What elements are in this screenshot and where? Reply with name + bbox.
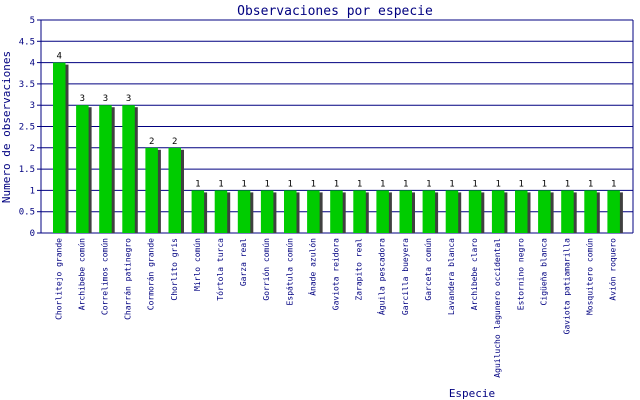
y-tick-label: 2 <box>30 144 35 154</box>
x-tick-label: Espátula común <box>285 238 294 306</box>
data-label: 1 <box>264 179 269 189</box>
y-axis-title: Numero de observaciones <box>0 51 13 203</box>
data-label: 1 <box>588 179 593 189</box>
bar <box>399 190 412 233</box>
y-tick-label: 1 <box>30 186 35 196</box>
data-label: 1 <box>403 179 408 189</box>
bar <box>491 190 505 233</box>
bar <box>607 190 620 233</box>
data-label: 1 <box>565 179 570 189</box>
x-tick-label: Cormorán grande <box>147 238 156 310</box>
x-tick-label: Gaviota patiamarilla <box>562 238 571 335</box>
data-label: 3 <box>103 94 108 104</box>
x-tick-label: Archibebe claro <box>470 238 479 310</box>
bar <box>260 190 274 233</box>
bar <box>191 190 205 233</box>
data-labels: 4 3 3 3 2 2 1 1 1 1 1 1 1 1 1 1 1 1 1 1 1 1 1 1 1 <box>57 52 617 190</box>
bars <box>53 62 623 233</box>
x-tick-label: Tórtola turca <box>215 238 225 301</box>
bar <box>538 190 551 233</box>
data-label: 1 <box>519 179 524 189</box>
bar <box>422 190 436 233</box>
bar <box>53 62 66 233</box>
bar <box>515 190 528 233</box>
bar <box>122 105 135 233</box>
x-tick-label: Águila pescadora <box>376 238 387 315</box>
data-label: 1 <box>449 179 454 189</box>
x-tick-label: Gaviota reidora <box>331 238 340 310</box>
y-tick-label: 4 <box>30 59 35 69</box>
bar <box>468 190 482 233</box>
data-label: 1 <box>495 179 500 189</box>
data-label: 1 <box>426 179 431 189</box>
data-label: 1 <box>542 179 547 189</box>
data-label: 1 <box>380 179 385 189</box>
data-label: 1 <box>611 179 616 189</box>
y-tick-label: 1.5 <box>19 165 35 175</box>
y-tick-label: 5 <box>30 16 35 26</box>
bar <box>284 190 297 233</box>
bar <box>214 190 228 233</box>
x-tick-label: Chorlitejo grande <box>54 238 63 320</box>
y-tick-label: 0 <box>30 229 35 239</box>
x-tick-label: Estornino negro <box>516 238 525 310</box>
data-label: 3 <box>126 94 131 104</box>
bar <box>376 190 389 233</box>
x-tick-label: Archibebe común <box>77 238 86 310</box>
x-tick-label: Charrán patinegro <box>124 238 133 320</box>
data-label: 1 <box>218 179 223 189</box>
y-tick-label: 3.5 <box>19 80 35 90</box>
data-label: 1 <box>472 179 477 189</box>
bar <box>330 190 343 233</box>
data-label: 2 <box>172 137 177 147</box>
bar <box>307 190 320 233</box>
data-label: 1 <box>241 179 246 189</box>
data-label: 1 <box>195 179 200 189</box>
gridlines <box>41 19 633 213</box>
x-tick-label: Cigüeña blanca <box>539 238 548 306</box>
data-label: 4 <box>57 52 62 62</box>
y-tick-label: 3 <box>30 101 35 111</box>
x-tick-label: Mosquitero común <box>586 238 595 315</box>
data-label: 1 <box>357 179 362 189</box>
x-tick-label: Correlimos común <box>100 238 109 315</box>
data-label: 1 <box>334 179 339 189</box>
y-tick-label: 4.5 <box>19 37 35 47</box>
x-tick-label: Chorlito gris <box>170 238 179 301</box>
bar <box>145 147 158 233</box>
data-label: 1 <box>311 179 316 189</box>
data-label: 2 <box>149 137 154 147</box>
y-tick-label: 0.5 <box>19 208 35 218</box>
y-tick-label: 2.5 <box>19 123 35 133</box>
data-label: 1 <box>288 179 293 189</box>
bar <box>168 147 181 233</box>
x-tick-label: Zarapito real <box>355 238 364 301</box>
bar <box>353 190 366 233</box>
x-tick-label: Mirlo común <box>193 238 202 291</box>
x-tick-label: Ánade azulón <box>306 238 317 296</box>
x-tick-label: Garcilla bueyera <box>401 238 410 315</box>
bar <box>445 190 459 233</box>
x-tick-label: Garza real <box>239 238 248 286</box>
bar <box>99 105 112 233</box>
chart-title: Observaciones por especie <box>237 4 433 19</box>
bar <box>237 190 251 233</box>
bar <box>584 190 597 233</box>
x-tick-labels: Chorlitejo grande Archibebe común Correlim… <box>54 238 617 378</box>
x-tick-label: Aguilucho lagunero occidental <box>493 238 502 378</box>
x-tick-label: Avión roquero <box>608 238 618 301</box>
bar <box>561 190 574 233</box>
x-tick-label: Gorrión común <box>261 238 271 301</box>
y-tick-labels: 0 0.5 1 1.5 2 2.5 3 3.5 4 4.5 5 <box>19 16 35 239</box>
axes <box>37 19 634 234</box>
x-tick-label: Garceta común <box>424 238 433 301</box>
x-tick-label: Lavandera blanca <box>447 238 456 315</box>
x-axis-title: Especie <box>449 387 495 400</box>
data-label: 3 <box>80 94 85 104</box>
bar <box>76 105 89 233</box>
